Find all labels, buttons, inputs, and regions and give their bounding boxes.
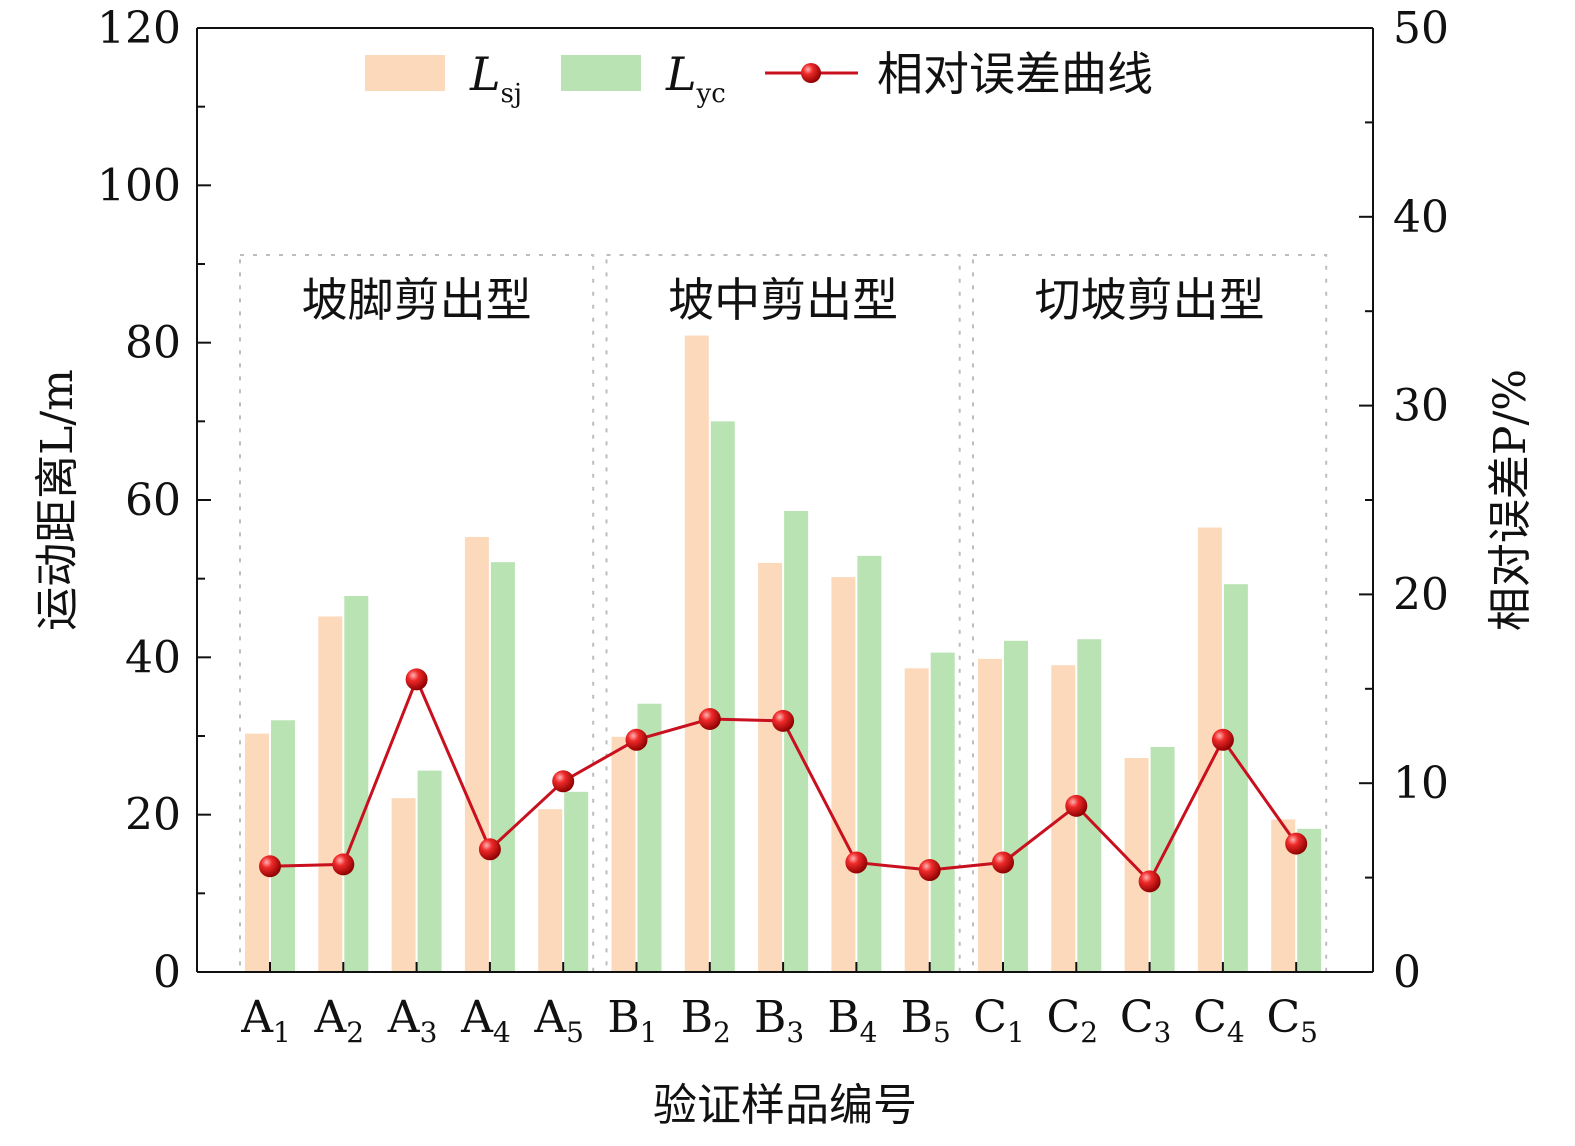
bar-lsj-A2 (318, 616, 343, 972)
error-point-A5 (552, 770, 575, 793)
error-point-A4 (478, 838, 501, 861)
y2-tick-label-10: 10 (1393, 758, 1449, 809)
error-point-B1 (625, 728, 648, 751)
x-axis-title: 验证样品编号 (653, 1080, 917, 1131)
y2-tick-label-20: 20 (1393, 569, 1449, 620)
y2-tick-label-0: 0 (1393, 947, 1421, 998)
y2-tick-label-40: 40 (1393, 192, 1449, 243)
legend-label-lyc: Lyc (665, 47, 726, 109)
bar-lyc-B4 (857, 555, 882, 972)
y-tick-label-40: 40 (125, 632, 181, 683)
x-tick-label-C3: C3 (1120, 992, 1172, 1049)
bar-lyc-C4 (1223, 584, 1248, 972)
bar-lyc-C1 (1004, 640, 1028, 972)
bar-lyc-B2 (710, 421, 735, 972)
group-label-3: 切坡剪出型 (1035, 273, 1265, 327)
y2-tick-label-30: 30 (1393, 381, 1449, 432)
x-tick-label-B2: B2 (681, 992, 731, 1049)
error-point-B3 (772, 709, 795, 732)
x-tick-label-C4: C4 (1193, 992, 1245, 1049)
bar-lsj-B3 (758, 562, 783, 972)
bar-lyc-A4 (490, 562, 515, 972)
x-tick-label-A3: A3 (387, 992, 438, 1049)
group-box-2 (605, 254, 961, 973)
y-tick-label-120: 120 (97, 3, 181, 54)
group-box-3 (972, 254, 1328, 973)
bar-lsj-C2 (1051, 665, 1076, 972)
error-point-C3 (1138, 870, 1161, 893)
error-point-C2 (1065, 794, 1088, 817)
legend-swatch-lyc (561, 55, 641, 91)
error-point-C5 (1285, 832, 1308, 855)
error-point-C1 (992, 851, 1014, 874)
group-box-1 (239, 254, 595, 973)
error-point-A3 (405, 668, 428, 691)
y-tick-label-0: 0 (153, 947, 181, 998)
group-boxes: 坡脚剪出型 坡中剪出型 切坡剪出型 (239, 254, 1328, 973)
error-point-C4 (1211, 728, 1234, 751)
error-point-A1 (259, 855, 281, 878)
x-tick-label-C2: C2 (1047, 992, 1099, 1049)
legend: Lsj Lyc 相对误差曲线 (365, 47, 1153, 109)
y-tick-label-20: 20 (125, 790, 181, 841)
bar-lyc-B3 (784, 511, 809, 972)
bar-lyc-B5 (930, 652, 955, 972)
y-tick-label-100: 100 (97, 160, 181, 211)
bar-lsj-B4 (831, 577, 856, 972)
error-point-B2 (698, 708, 721, 731)
bar-lyc-A1 (271, 720, 295, 972)
bars (245, 335, 1322, 972)
error-point-A2 (332, 853, 355, 876)
bar-lsj-C1 (978, 658, 1002, 972)
x-tick-label-B3: B3 (754, 992, 804, 1049)
bar-lsj-B2 (684, 335, 709, 972)
bar-lyc-A2 (344, 595, 369, 972)
x-tick-label-A4: A4 (460, 992, 511, 1049)
bar-lsj-A4 (464, 536, 489, 972)
bar-lyc-A5 (564, 791, 589, 972)
bar-lsj-C3 (1124, 758, 1149, 972)
x-tick-label-B1: B1 (607, 992, 657, 1049)
legend-label-relative-error: 相对误差曲线 (877, 47, 1153, 101)
group-label-1: 坡脚剪出型 (302, 273, 532, 327)
error-point-B5 (918, 859, 941, 882)
legend-swatch-marker (801, 63, 821, 83)
bar-lsj-A3 (391, 798, 416, 972)
y-tick-label-80: 80 (125, 318, 181, 369)
x-tick-label-B4: B4 (827, 992, 877, 1049)
y-tick-label-60: 60 (125, 475, 181, 526)
bar-lsj-A5 (538, 809, 563, 972)
x-tick-label-A1: A1 (240, 992, 291, 1049)
relative-error-line (259, 668, 1308, 893)
x-tick-label-A2: A2 (313, 992, 364, 1049)
bar-lsj-B5 (904, 668, 929, 972)
legend-label-lsj: Lsj (469, 47, 522, 109)
bar-lyc-A3 (417, 770, 442, 972)
ticks: 0 20 40 60 80 100 120 0 10 20 30 40 50 A1 A2 A3 A4 A5 B1 B2… (97, 3, 1449, 1049)
x-tick-label-C5: C5 (1266, 992, 1318, 1049)
y-axis-title: 运动距离L/m (32, 369, 83, 631)
y2-tick-label-50: 50 (1393, 3, 1449, 54)
y2-axis-title: 相对误差P/% (1485, 369, 1536, 631)
bar-lsj-B1 (611, 736, 636, 972)
x-tick-label-A5: A5 (533, 992, 584, 1049)
legend-swatch-lsj (365, 55, 445, 91)
error-point-B4 (845, 851, 868, 874)
x-tick-label-C1: C1 (973, 992, 1025, 1049)
bar-lsj-A1 (245, 733, 269, 972)
x-tick-label-B5: B5 (901, 992, 951, 1049)
group-label-2: 坡中剪出型 (668, 273, 898, 327)
